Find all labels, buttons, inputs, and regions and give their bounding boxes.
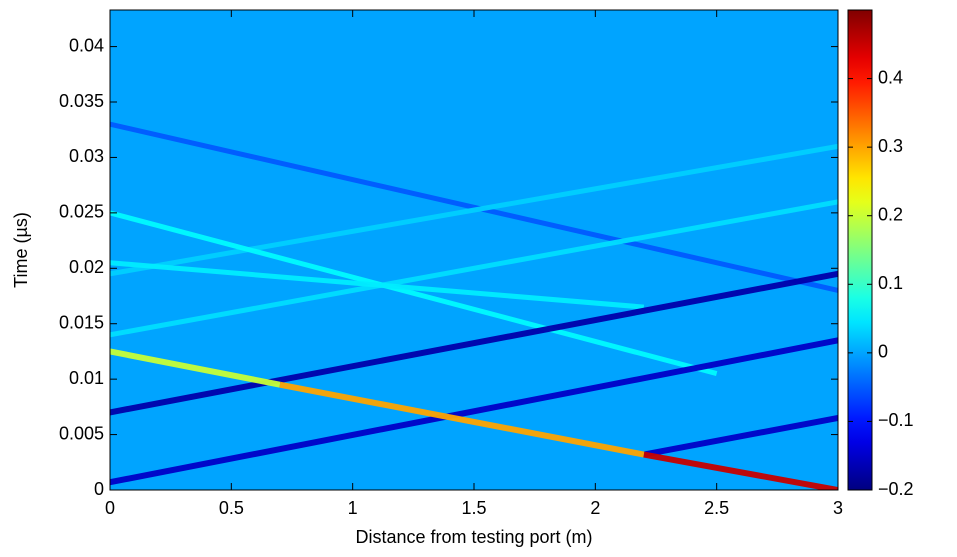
heatmap-streak — [643, 414, 838, 458]
colorbar-tick-label: 0.4 — [878, 67, 903, 87]
x-tick-label: 2.5 — [704, 498, 729, 518]
x-tick-label: 3 — [833, 498, 843, 518]
y-axis-label: Time (µs) — [11, 212, 31, 288]
x-tick-label: 1.5 — [461, 498, 486, 518]
heatmap-streak — [110, 270, 838, 416]
x-tick-label: 1 — [348, 498, 358, 518]
y-tick-label: 0 — [94, 479, 104, 499]
y-tick-label: 0.01 — [69, 368, 104, 388]
heatmap-streak — [643, 451, 838, 490]
y-tick-label: 0.03 — [69, 146, 104, 166]
y-tick-label: 0.025 — [59, 202, 104, 222]
y-tick-label: 0.005 — [59, 423, 104, 443]
y-tick-label: 0.04 — [69, 35, 104, 55]
y-tick-label: 0.035 — [59, 91, 104, 111]
colorbar-tick-label: −0.2 — [878, 479, 914, 499]
heatmap-streak — [110, 348, 281, 388]
colorbar-tick-label: 0.2 — [878, 204, 903, 224]
heatmap-streak — [279, 381, 645, 458]
y-tick-label: 0.015 — [59, 312, 104, 332]
heatmap-streak — [110, 337, 838, 486]
colorbar-tick-label: 0.1 — [878, 273, 903, 293]
heatmap-streak — [110, 121, 838, 293]
colorbar-tick-label: 0.3 — [878, 136, 903, 156]
heatmap-streak — [110, 260, 645, 310]
x-tick-label: 0.5 — [219, 498, 244, 518]
plot-area — [110, 10, 838, 490]
y-tick-label: 0.02 — [69, 257, 104, 277]
colorbar-tick-label: 0 — [878, 342, 888, 362]
x-tick-label: 2 — [590, 498, 600, 518]
x-tick-label: 0 — [105, 498, 115, 518]
heatmap-streak — [110, 143, 838, 277]
colorbar — [847, 9, 873, 491]
heatmap-background — [110, 10, 838, 490]
x-axis-label: Distance from testing port (m) — [355, 527, 592, 547]
heatmap-streak — [110, 199, 838, 338]
colorbar-tick-label: −0.1 — [878, 410, 914, 430]
heatmap-streak — [110, 210, 718, 377]
